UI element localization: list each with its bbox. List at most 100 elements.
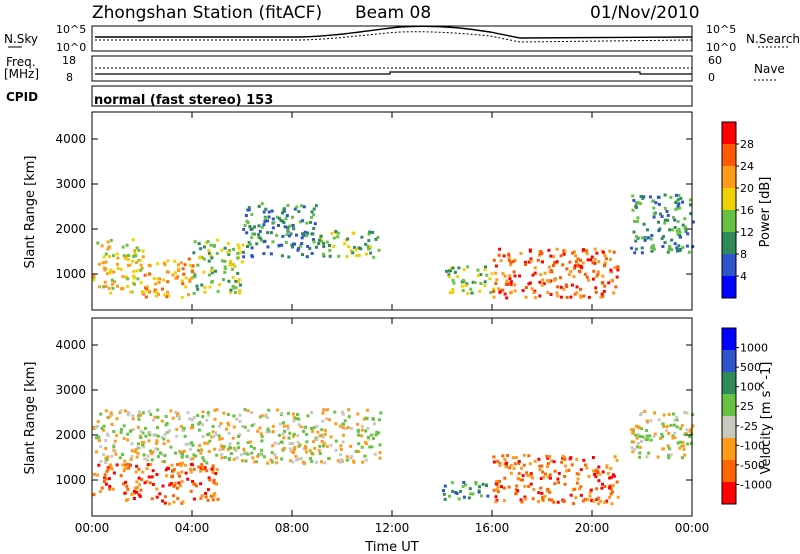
scatter-cell xyxy=(215,252,219,255)
scatter-cell xyxy=(474,482,478,486)
scatter-cell xyxy=(109,291,113,295)
scatter-cell xyxy=(122,437,126,440)
scatter-cell xyxy=(212,493,216,497)
scatter-cell xyxy=(589,258,593,262)
scatter-cell xyxy=(119,474,123,478)
scatter-cell xyxy=(104,439,108,442)
scatter-cell xyxy=(586,498,590,502)
scatter-cell xyxy=(357,246,361,250)
scatter-cell xyxy=(594,290,598,294)
scatter-cell xyxy=(121,275,125,279)
scatter-cell xyxy=(334,439,338,443)
scatter-cell xyxy=(688,198,692,202)
scatter-cell xyxy=(104,260,108,264)
scatter-cell xyxy=(232,457,236,461)
scatter-cell xyxy=(246,440,250,444)
scatter-cell xyxy=(118,456,122,460)
scatter-cell xyxy=(246,409,250,413)
scatter-cell xyxy=(135,490,139,494)
scatter-cell xyxy=(199,247,203,251)
scatter-cell xyxy=(142,441,146,445)
scatter-cell xyxy=(257,224,261,228)
scatter-cell xyxy=(533,266,537,270)
scatter-cell xyxy=(228,458,231,461)
scatter-cell xyxy=(576,477,580,481)
scatter-cell xyxy=(543,472,547,476)
scatter-cell xyxy=(597,260,601,264)
scatter-cell xyxy=(553,278,557,282)
scatter-cell xyxy=(367,247,371,251)
scatter-cell xyxy=(227,279,231,283)
scatter-cell xyxy=(210,266,214,270)
scatter-cell xyxy=(542,282,546,286)
scatter-cell xyxy=(142,291,146,294)
scatter-cell xyxy=(598,472,602,476)
scatter-cell xyxy=(559,285,563,289)
scatter-cell xyxy=(161,287,164,291)
scatter-cell xyxy=(122,254,126,258)
scatter-cell xyxy=(583,497,587,501)
scatter-cell xyxy=(167,430,170,434)
scatter-cell xyxy=(250,227,254,231)
scatter-cell xyxy=(634,239,638,243)
scatter-cell xyxy=(132,255,136,258)
scatter-cell xyxy=(133,249,137,253)
scatter-cell xyxy=(126,413,130,417)
scatter-cell xyxy=(291,442,295,445)
scatter-cell xyxy=(371,231,375,234)
scatter-cell xyxy=(517,459,521,463)
scatter-cell xyxy=(207,476,211,480)
scatter-cell xyxy=(322,254,326,258)
scatter-cell xyxy=(238,250,242,254)
scatter-cell xyxy=(295,233,298,237)
scatter-cell xyxy=(688,429,692,433)
scatter-cell xyxy=(112,270,116,274)
scatter-cell xyxy=(599,499,603,503)
scatter-cell xyxy=(154,282,158,286)
scatter-cell xyxy=(299,244,303,248)
scatter-cell xyxy=(203,286,207,289)
scatter-cell xyxy=(555,291,559,295)
scatter-cell xyxy=(341,426,345,430)
scatter-cell xyxy=(498,461,502,465)
scatter-cell xyxy=(685,428,689,432)
scatter-cell xyxy=(370,445,374,449)
scatter-cell xyxy=(192,416,196,419)
scatter-cell xyxy=(378,451,382,455)
scatter-cell xyxy=(137,417,141,421)
scatter-cell xyxy=(274,456,278,460)
scatter-cell xyxy=(287,234,291,238)
scatter-cell xyxy=(527,260,531,264)
scatter-cell xyxy=(310,251,314,255)
scatter-cell xyxy=(165,295,169,299)
scatter-cell xyxy=(666,444,670,448)
scatter-cell xyxy=(250,246,254,250)
scatter-cell xyxy=(187,293,190,297)
scatter-cell xyxy=(158,451,162,455)
scatter-cell xyxy=(210,280,214,284)
scatter-cell xyxy=(612,250,616,254)
scatter-cell xyxy=(232,414,236,418)
scatter-cell xyxy=(260,439,264,443)
scatter-cell xyxy=(322,442,326,446)
scatter-cell xyxy=(604,257,608,261)
scatter-cell xyxy=(137,476,141,480)
scatter-cell xyxy=(267,408,271,412)
scatter-cell xyxy=(339,444,343,448)
scatter-cell xyxy=(367,232,371,236)
scatter-cell xyxy=(462,495,466,499)
scatter-cell xyxy=(538,253,542,257)
scatter-cell xyxy=(251,456,255,460)
scatter-cell xyxy=(508,277,512,281)
scatter-cell xyxy=(112,443,116,447)
y-tick-label: 3000 xyxy=(55,177,86,191)
scatter-cell xyxy=(613,266,617,269)
scatter-cell xyxy=(283,429,286,433)
scatter-cell xyxy=(157,292,160,296)
scatter-cell xyxy=(155,447,159,451)
scatter-cell xyxy=(496,485,500,489)
scatter-cell xyxy=(123,467,127,470)
scatter-cell xyxy=(688,435,692,439)
scatter-cell xyxy=(611,473,615,477)
scatter-cell xyxy=(661,422,665,426)
